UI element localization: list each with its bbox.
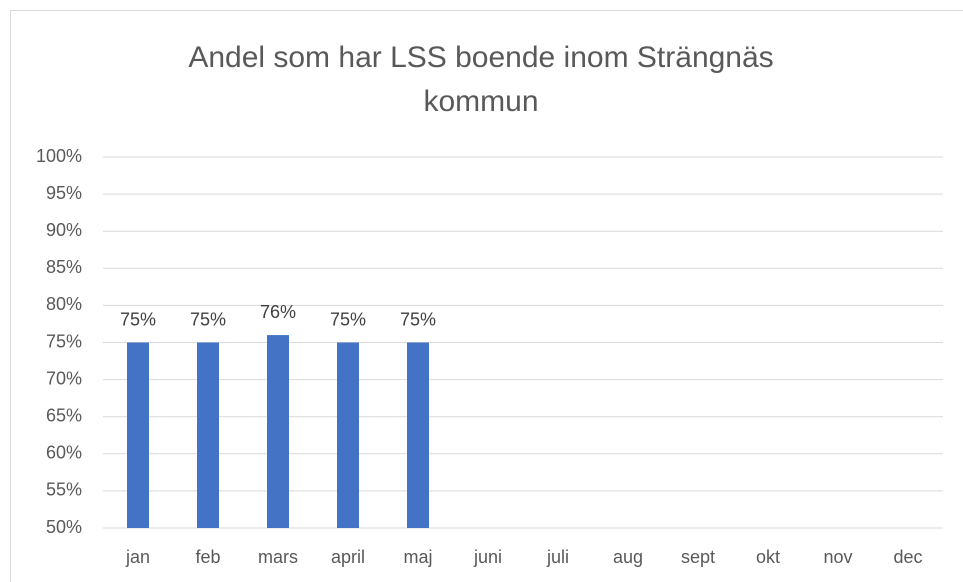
y-tick-label: 85% [46, 257, 82, 277]
x-tick-label: maj [403, 547, 432, 567]
x-tick-label: feb [195, 547, 220, 567]
data-label: 75% [190, 309, 226, 329]
bar [267, 335, 289, 528]
y-tick-label: 50% [46, 517, 82, 537]
bar [407, 342, 429, 528]
x-tick-label: sept [681, 547, 715, 567]
y-tick-label: 90% [46, 220, 82, 240]
data-label: 75% [120, 309, 156, 329]
y-tick-label: 100% [36, 146, 82, 166]
x-tick-label: nov [823, 547, 852, 567]
x-tick-label: jan [125, 547, 150, 567]
bar [127, 342, 149, 528]
x-tick-label: aug [613, 547, 643, 567]
y-tick-label: 95% [46, 183, 82, 203]
x-tick-label: okt [756, 547, 780, 567]
bar [197, 342, 219, 528]
x-tick-label: april [331, 547, 365, 567]
y-tick-label: 65% [46, 405, 82, 425]
y-tick-label: 70% [46, 368, 82, 388]
chart-title: Andel som har LSS boende inom Strängnäs … [188, 41, 774, 118]
x-tick-label: mars [258, 547, 298, 567]
y-tick-label: 75% [46, 331, 82, 351]
bar [337, 342, 359, 528]
chart-frame [10, 10, 963, 582]
y-tick-label: 60% [46, 443, 82, 463]
data-label: 75% [330, 309, 366, 329]
y-tick-label: 80% [46, 294, 82, 314]
data-label: 76% [260, 302, 296, 322]
x-tick-label: juli [546, 547, 569, 567]
x-tick-label: dec [893, 547, 922, 567]
y-tick-label: 55% [46, 480, 82, 500]
data-label: 75% [400, 309, 436, 329]
x-tick-label: juni [473, 547, 502, 567]
